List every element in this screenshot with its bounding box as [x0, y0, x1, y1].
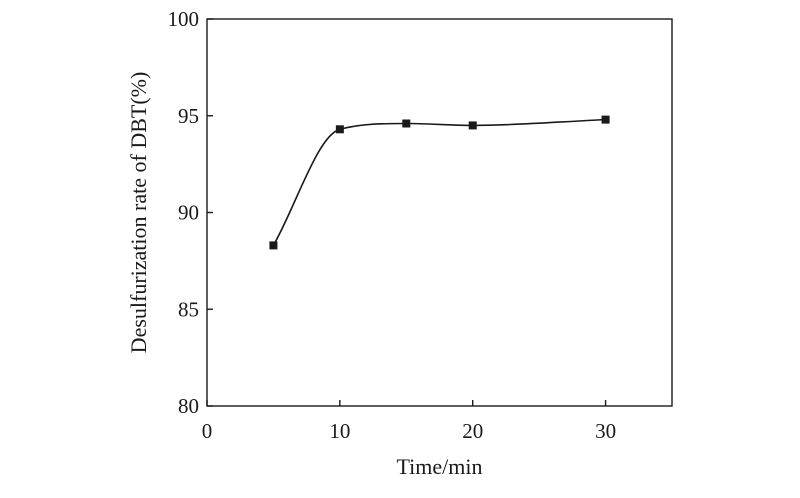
y-axis-title: Desulfurization rate of DBT(%) — [126, 72, 151, 354]
data-point-marker — [269, 241, 278, 250]
y-axis-ticks: 80 85 90 95 100 — [168, 7, 213, 418]
y-tick-label: 95 — [178, 104, 199, 128]
data-point-marker — [468, 121, 477, 130]
y-tick-label: 80 — [178, 394, 199, 418]
x-tick-label: 10 — [329, 419, 350, 443]
x-axis-ticks: 0 10 20 30 — [202, 400, 616, 443]
series-markers — [269, 115, 610, 250]
x-tick-label: 30 — [595, 419, 616, 443]
data-point-marker — [601, 115, 610, 124]
data-point-marker — [402, 119, 411, 128]
x-axis-title: Time/min — [397, 454, 483, 479]
x-tick-label: 20 — [462, 419, 483, 443]
y-tick-label: 100 — [168, 7, 200, 31]
y-tick-label: 85 — [178, 297, 199, 321]
x-tick-label: 0 — [202, 419, 213, 443]
series-line — [272, 118, 606, 246]
y-tick-label: 90 — [178, 201, 199, 225]
data-point-marker — [335, 125, 344, 134]
plot-frame — [206, 18, 673, 407]
